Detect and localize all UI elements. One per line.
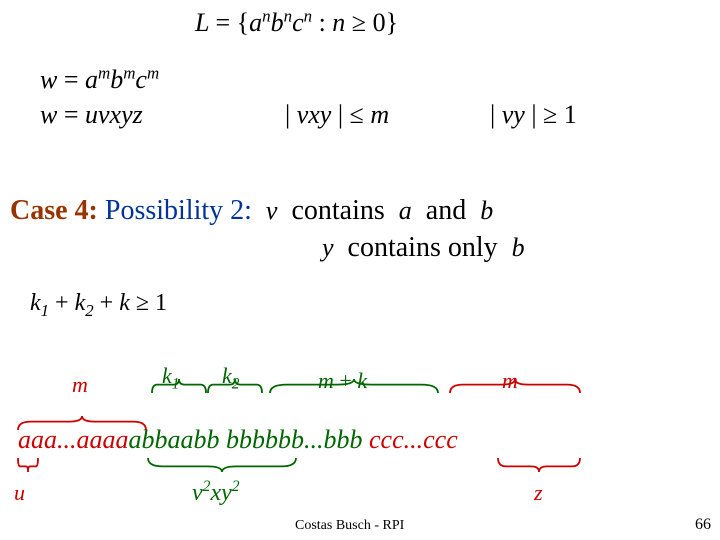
case-label: Case 4:	[10, 195, 98, 226]
label-u: u	[14, 480, 25, 506]
eq-constraint: k1 + k2 + k ≥ 1	[30, 290, 167, 317]
case-line-1: Case 4: Possibility 2: v contains a and …	[10, 195, 493, 227]
text-contains-only: contains only	[348, 232, 498, 263]
label-k1: k1	[162, 363, 179, 389]
eq-vy: | vy | ≥ 1	[490, 100, 577, 130]
var-b: b	[480, 196, 493, 225]
label-mk: m + k	[318, 368, 367, 394]
label-m-right: m	[502, 368, 518, 394]
var-a: a	[399, 196, 412, 225]
var-v: v	[266, 196, 278, 225]
eq-language: L = {anbncn : n ≥ 0}	[195, 8, 398, 38]
eq-vxy: | vxy | ≤ m	[285, 100, 389, 130]
seq-a: aaa...aaaa	[18, 425, 129, 454]
footer-author: Costas Busch - RPI	[295, 518, 404, 534]
var-y: y	[322, 233, 334, 262]
eq-w2: w = uvxyz	[40, 100, 143, 130]
possibility-label: Possibility 2:	[105, 195, 252, 226]
eq-w1: w = ambmcm	[40, 65, 159, 95]
case-line-2: y contains only b	[322, 232, 525, 264]
page-number: 66	[695, 516, 711, 534]
text-and: and	[426, 195, 466, 226]
label-m-left: m	[72, 372, 88, 398]
label-k2: k2	[222, 363, 239, 389]
string-sequence: aaa...aaaaabbaabb bbbbbb...bbb ccc...ccc	[18, 425, 458, 455]
label-z: z	[534, 480, 543, 506]
seq-b: bbbbbb...bbb	[226, 425, 363, 454]
seq-ab: abbaabb	[129, 425, 220, 454]
seq-c: ccc...ccc	[369, 425, 458, 454]
text-contains-1: contains	[291, 195, 384, 226]
var-b2: b	[512, 233, 525, 262]
label-vxy: v2xy2	[192, 480, 240, 507]
